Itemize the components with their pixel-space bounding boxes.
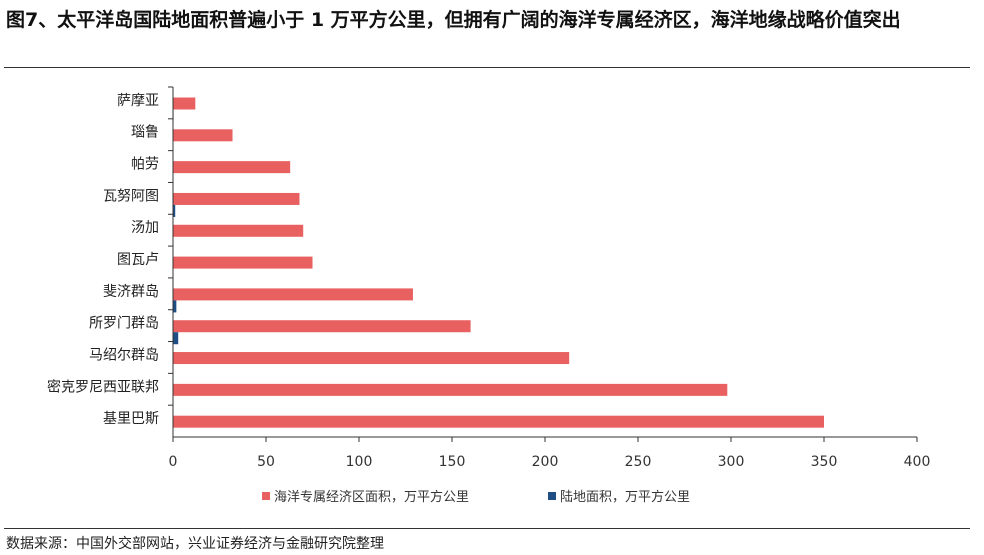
eez-bar	[173, 97, 196, 110]
category-label: 瑙鲁	[131, 125, 159, 141]
source-note: 数据来源：中国外交部网站，兴业证券经济与金融研究院整理	[6, 536, 384, 552]
figure-title: 图7、太平洋岛国陆地面积普遍小于 1 万平方公里，但拥有广阔的海洋专属经济区，海…	[6, 9, 901, 31]
eez-bar	[173, 383, 728, 396]
category-label: 汤加	[131, 220, 159, 236]
land-bar	[173, 332, 179, 345]
x-tick-label: 200	[532, 454, 559, 470]
x-tick-label: 350	[811, 454, 838, 470]
x-tick-label: 0	[169, 454, 178, 470]
eez-bar	[173, 352, 570, 365]
eez-bar	[173, 192, 300, 205]
x-tick-label: 150	[439, 454, 466, 470]
eez-bar	[173, 129, 233, 142]
title-divider	[4, 67, 970, 68]
eez-bar	[173, 224, 304, 237]
source-divider	[4, 528, 970, 529]
x-tick-label: 100	[346, 454, 373, 470]
eez-bar	[173, 415, 824, 428]
land-bar	[173, 300, 177, 313]
category-label: 密克罗尼西亚联邦	[47, 378, 159, 395]
legend-label: 陆地面积，万平方公里	[560, 489, 690, 505]
legend-swatch	[262, 492, 270, 500]
eez-bar	[173, 288, 413, 301]
legend-label: 海洋专属经济区面积，万平方公里	[274, 489, 469, 505]
category-label: 萨摩亚	[117, 92, 159, 109]
x-tick-label: 50	[257, 454, 275, 470]
category-label: 基里巴斯	[103, 410, 159, 427]
category-label: 图瓦卢	[117, 252, 159, 268]
x-tick-label: 250	[625, 454, 652, 470]
eez-bar	[173, 320, 471, 333]
x-tick-label: 300	[718, 454, 745, 470]
eez-bar	[173, 256, 313, 269]
category-label: 瓦努阿图	[103, 188, 159, 204]
land-bar	[173, 204, 176, 217]
x-tick-label: 400	[904, 454, 931, 470]
legend-swatch	[548, 492, 556, 500]
category-label: 马绍尔群岛	[89, 347, 159, 363]
category-label: 所罗门群岛	[89, 316, 159, 332]
eez-bar	[173, 161, 291, 174]
category-label: 斐济群岛	[103, 284, 159, 300]
category-label: 帕劳	[131, 157, 159, 173]
